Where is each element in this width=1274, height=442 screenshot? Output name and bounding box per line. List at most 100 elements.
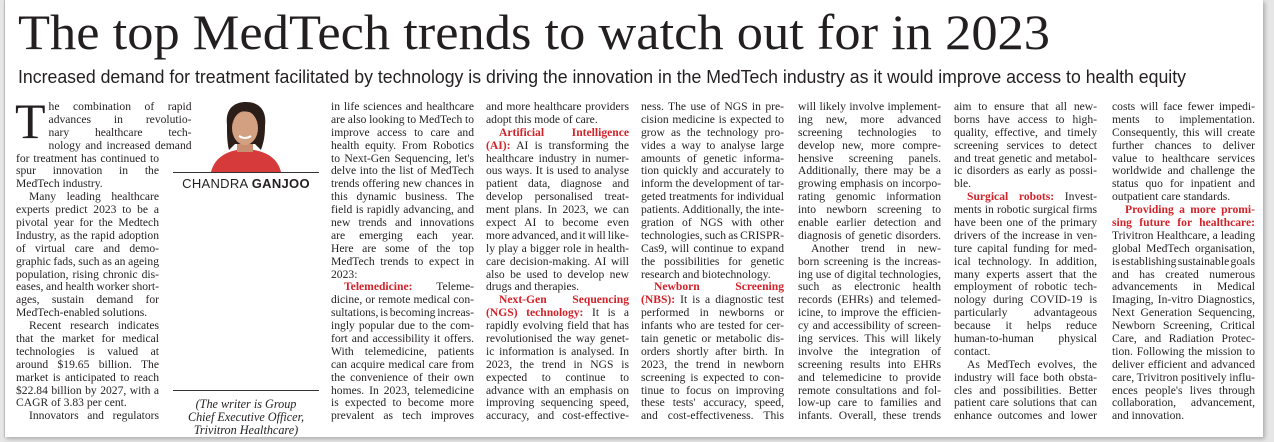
text-line: pivotal year for the Medtech	[16, 216, 159, 230]
text-line: records (EHRs) and telemed-	[798, 293, 941, 307]
body-text: screening results into EHRs	[798, 357, 941, 371]
line-content: patient data, diagnose and	[486, 177, 629, 191]
line-content: revolutionised the way genet-	[486, 332, 629, 346]
body-text: worldwide and challenge the	[1112, 164, 1255, 178]
body-text: drivers of the increase in ven-	[954, 228, 1097, 242]
line-content: and has created numerous	[1112, 268, 1255, 282]
line-content: employment of robotic tech-	[954, 281, 1097, 294]
text-line: develop new, more compre-	[798, 139, 941, 153]
body-text: Care, and Radiation Protec-	[1112, 332, 1255, 346]
text-line: delve into the list of MedTech	[331, 165, 474, 178]
line-content: enhance outcomes and lower	[954, 409, 1097, 423]
line-content: the possibilities for genetic	[641, 254, 784, 269]
text-line: $22.84 billion by 2027, with a	[16, 384, 159, 398]
line-content: Newborn Screening	[654, 281, 784, 294]
line-content: can acquire medical care from	[331, 358, 474, 372]
text-line: care, Trivitron positively influ-	[1112, 371, 1255, 385]
body-text: ing services. This will likely	[798, 332, 941, 346]
line-content: this dynamic business. The	[331, 190, 474, 204]
text-line: (AI): AI is transforming the	[486, 139, 629, 153]
line-content: is establishing sustainable goals	[1112, 255, 1255, 269]
body-text: the possibilities for genetic	[641, 254, 784, 268]
line-content: ical technology. In addition,	[954, 255, 1097, 269]
body-text: prevalent as tech improves	[331, 409, 474, 423]
line-content: new trends and innovations	[331, 216, 474, 230]
body-text: Imaging, In-vitro Diagnostics,	[1112, 293, 1255, 307]
text-line: patient care solutions that can	[954, 397, 1097, 410]
text-line: employment of robotic tech-	[954, 281, 1097, 294]
body-text: infants who are tested for cer-	[641, 319, 784, 333]
text-line: industry will face both obsta-	[954, 370, 1097, 385]
section-heading: Artificial Intelligence	[499, 125, 629, 139]
line-content: ages, sustain demand for	[16, 293, 159, 307]
text-line: quality, effective, and timely	[954, 126, 1097, 140]
line-content: ness. The use of NGS in pre-	[641, 100, 784, 114]
text-line: Here are some of the top	[331, 241, 474, 256]
body-text: Teleme-	[412, 280, 474, 294]
text-line: research and biotechnology.	[641, 268, 784, 282]
text-line: tinue to focus on improving	[641, 383, 784, 398]
line-content: patient care solutions that can	[954, 397, 1097, 410]
line-content: nology during COVID-19 is	[954, 293, 1097, 307]
line-content: around $19.65 billion. The	[16, 357, 159, 372]
line-content: low-up care to families and	[798, 397, 941, 410]
line-content: for treatment has continued to	[16, 151, 159, 166]
line-content: spur innovation in the	[16, 165, 159, 178]
body-text: CAGR of 3.83 per cent.	[16, 396, 127, 410]
text-line: gration of NGS with other	[641, 216, 784, 230]
line-content: records (EHRs) and telemed-	[798, 293, 941, 307]
body-text: Another trend in new-	[811, 241, 941, 255]
body-text: aim to ensure that all new-	[954, 100, 1097, 113]
body-text: tinue to focus on improving	[641, 383, 784, 397]
line-content: have been one of the primary	[954, 216, 1097, 230]
line-content: screening services to detect	[954, 139, 1097, 153]
line-content: sultations, is becoming increas-	[331, 306, 474, 320]
body-text: for treatment has continued to	[16, 151, 159, 165]
body-text: infants. Overall, these trends	[798, 409, 941, 423]
body-text: Here are some of the top	[331, 241, 474, 255]
body-text: human-to-human physical	[954, 332, 1097, 346]
section-heading: Surgical robots:	[967, 190, 1055, 204]
text-line: value to healthcare services	[1112, 152, 1255, 166]
line-content: ble.	[954, 177, 971, 191]
body-text: health equity. From Robotics	[331, 138, 474, 152]
line-content: gration of NGS with other	[641, 216, 784, 230]
text-line: Next Generation Sequencing,	[1112, 306, 1255, 320]
text-line: ical technology. In addition,	[954, 255, 1097, 269]
text-line: Another trend in new-	[798, 241, 941, 256]
text-line: improving sequencing speed,	[486, 397, 629, 410]
text-line: nary healthcare tech-	[16, 126, 192, 140]
text-line: 2023:	[331, 268, 474, 282]
body-text: spur innovation in the	[16, 164, 159, 178]
body-text: industry will face both obsta-	[954, 370, 1097, 384]
body-text: collaboration, advancement,	[1112, 396, 1255, 410]
body-text: inform the development of tar-	[641, 177, 784, 191]
text-line: graphic fads, such as an ageing	[16, 255, 159, 269]
line-content: ly play a bigger role in health-	[486, 242, 629, 256]
line-content: hensive screening panels.	[798, 152, 941, 166]
text-line: is establishing sustainable goals	[1112, 255, 1255, 269]
line-content: global MedTech organisation,	[1112, 242, 1255, 256]
line-content: delve into the list of MedTech	[331, 165, 474, 178]
line-content: CAGR of 3.83 per cent.	[16, 397, 127, 410]
newspaper-page: The top MedTech trends to watch out for …	[4, 0, 1263, 437]
text-line: amounts of genetic informa-	[641, 152, 784, 166]
text-line: prevalent as tech improves	[331, 409, 474, 423]
line-content: tion. Following the mission to	[1112, 345, 1255, 359]
body-text: patient data, diagnose and	[486, 177, 629, 191]
line-content: expect AI to become even	[486, 216, 629, 230]
text-line: develop personalised treat-	[486, 190, 629, 204]
body-text: he combination of rapid	[48, 100, 192, 113]
text-line: screening services to detect	[954, 139, 1097, 153]
line-content: into newborn screening to	[798, 203, 941, 217]
body-text: enable earlier detection and	[798, 216, 941, 230]
body-text: around $19.65 billion. The	[16, 357, 159, 371]
text-line: Consequently, this will create	[1112, 126, 1255, 140]
body-text: ing use of digital technologies,	[798, 267, 941, 281]
text-line: collaboration, advancement,	[1112, 397, 1255, 410]
line-content: Artificial Intelligence	[499, 125, 629, 140]
line-content: 2023, the trend in newborn	[641, 358, 784, 372]
line-content: human-to-human physical	[954, 332, 1097, 346]
text-line: Providing a more promi-	[1112, 203, 1255, 217]
text-line: screening is expected to con-	[641, 371, 784, 385]
